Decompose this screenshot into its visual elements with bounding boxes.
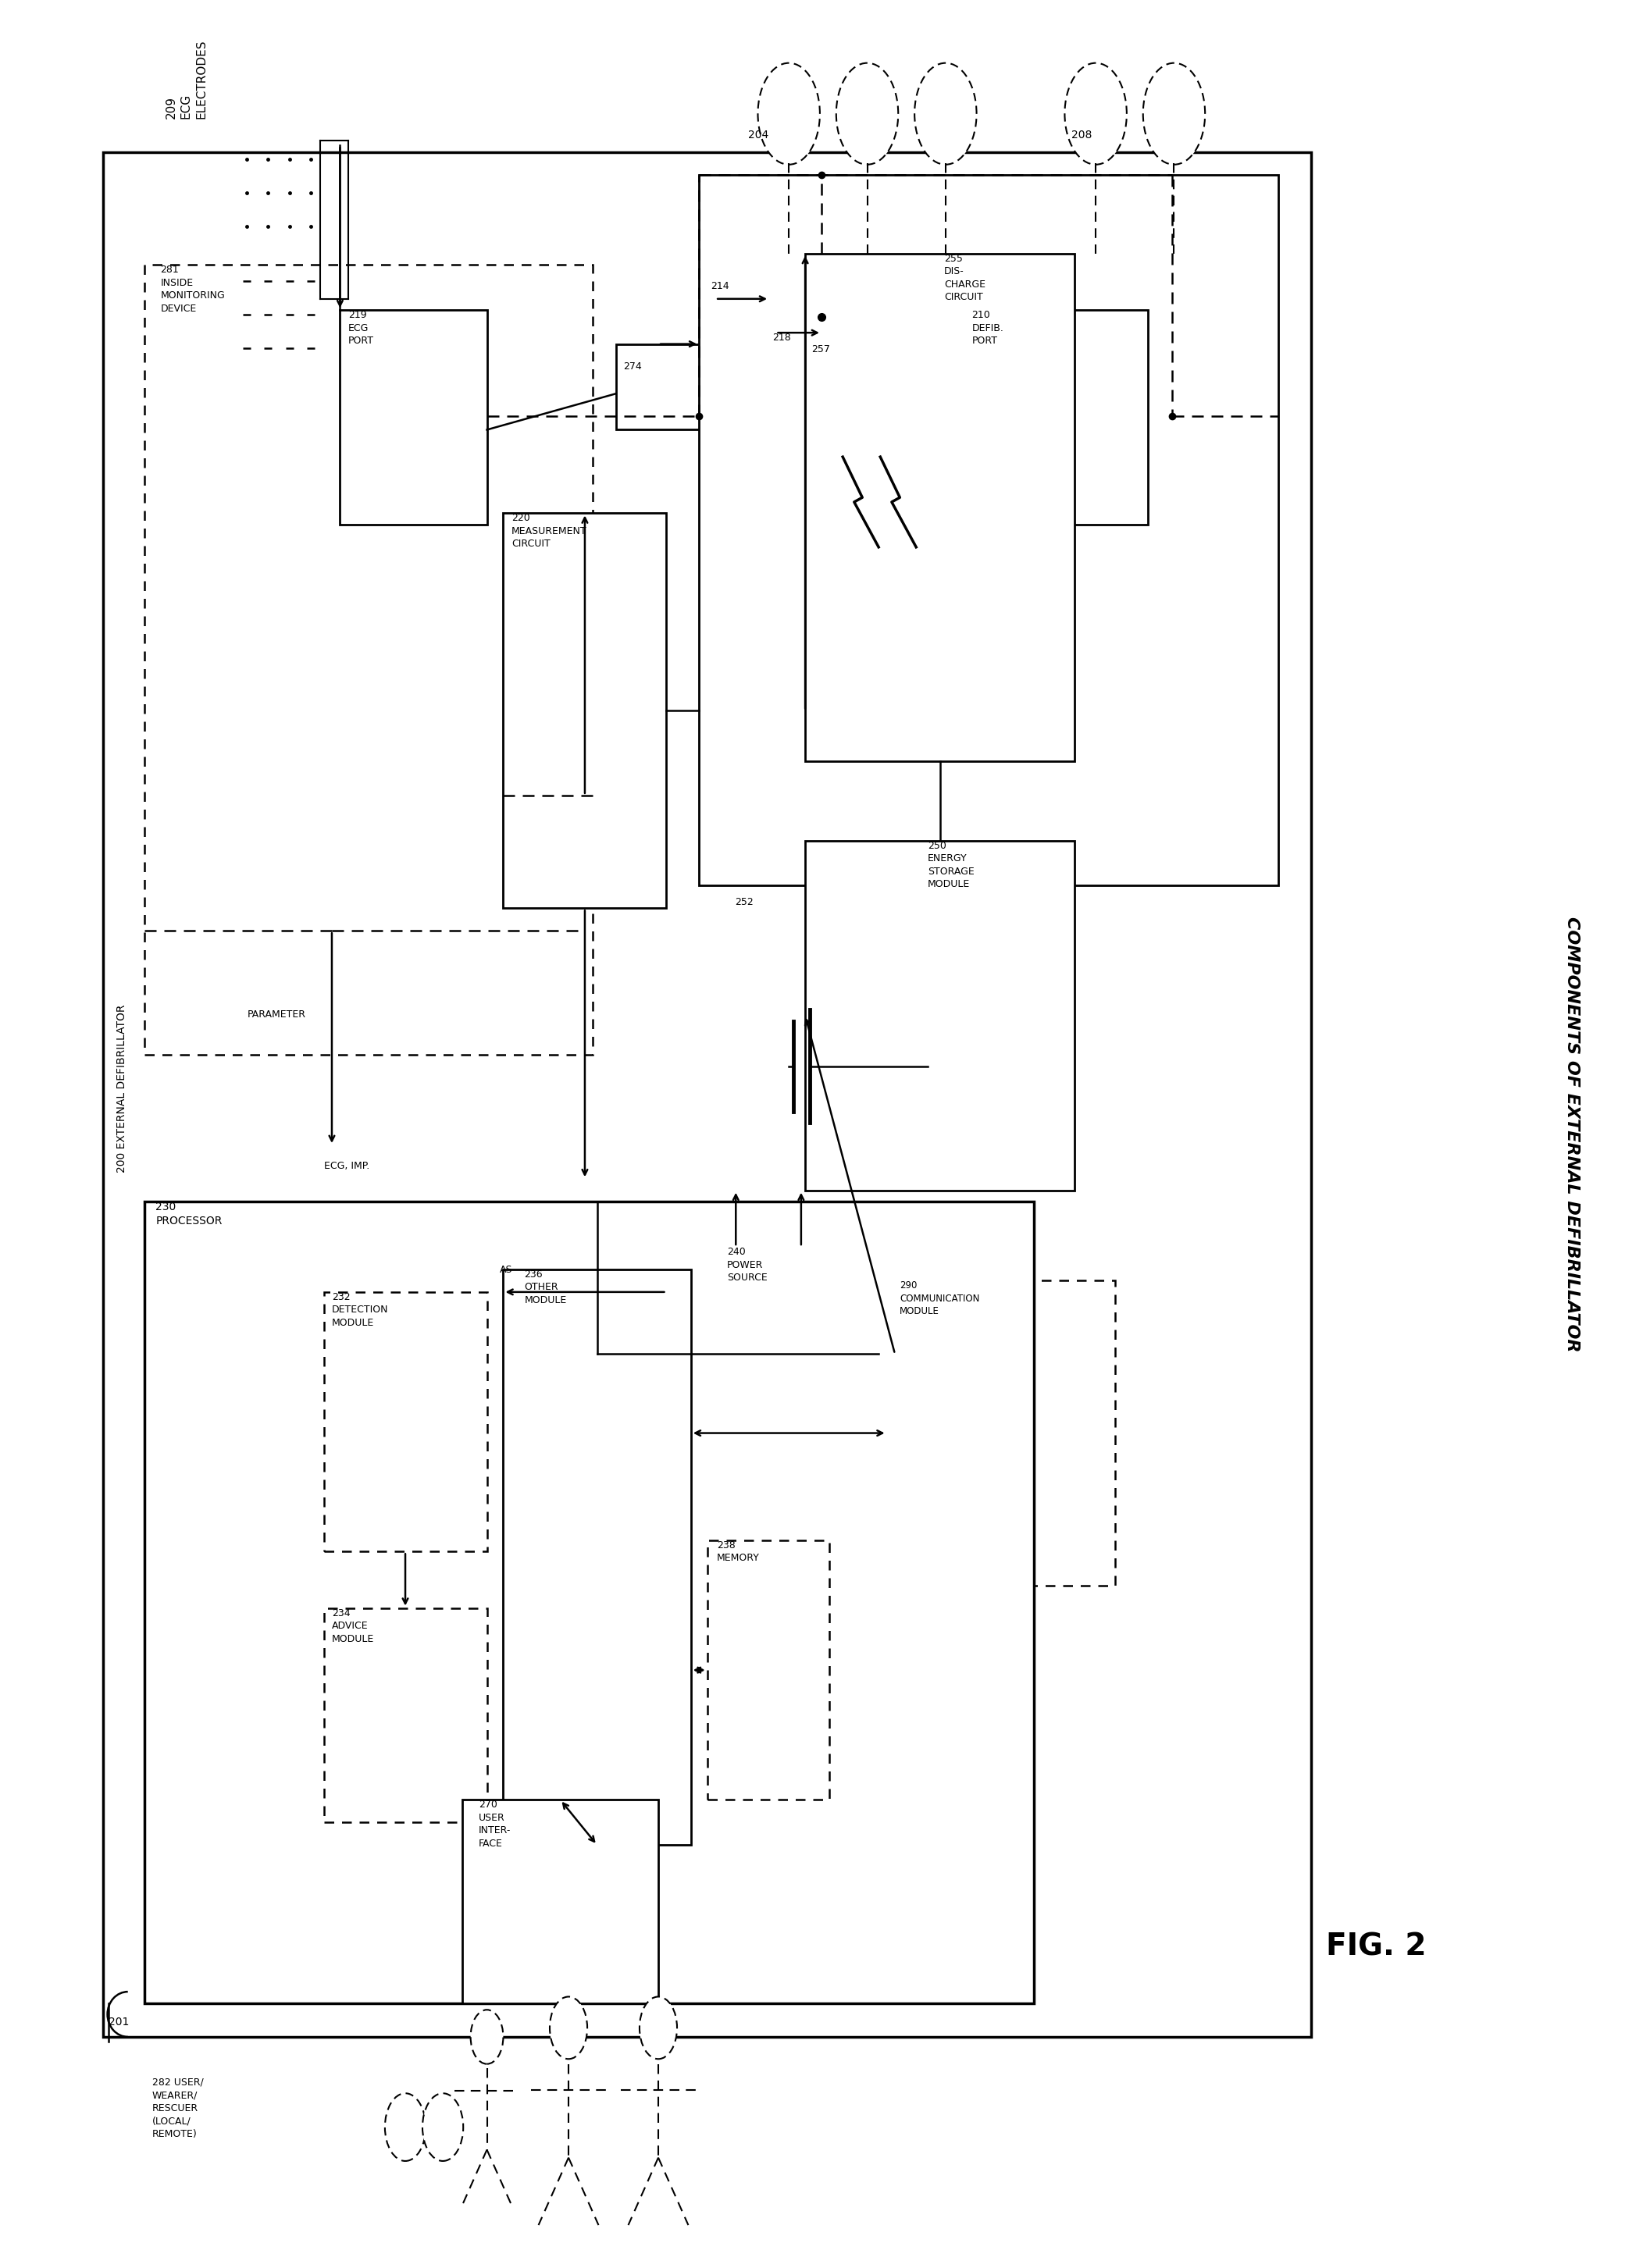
- Bar: [462, 1801, 659, 2003]
- Text: 238
MEMORY: 238 MEMORY: [716, 1540, 761, 1563]
- Bar: [104, 152, 1311, 2037]
- Ellipse shape: [470, 2009, 503, 2064]
- Bar: [503, 1270, 692, 1844]
- Ellipse shape: [384, 2093, 426, 2161]
- Text: 219
ECG
PORT: 219 ECG PORT: [348, 311, 375, 347]
- Bar: [887, 1281, 1116, 1585]
- Text: 282 USER/
WEARER/
RESCUER
(LOCAL/
REMOTE): 282 USER/ WEARER/ RESCUER (LOCAL/ REMOTE…: [153, 2077, 204, 2139]
- Bar: [145, 1202, 1033, 2003]
- Text: 274: 274: [623, 361, 641, 372]
- Ellipse shape: [422, 2093, 463, 2161]
- Text: 240
POWER
SOURCE: 240 POWER SOURCE: [726, 1247, 767, 1284]
- Bar: [324, 1608, 486, 1823]
- Bar: [805, 841, 1075, 1191]
- Text: 281
INSIDE
MONITORING
DEVICE: 281 INSIDE MONITORING DEVICE: [161, 265, 225, 313]
- Text: COMPONENTS OF EXTERNAL DEFIBRILLATOR: COMPONENTS OF EXTERNAL DEFIBRILLATOR: [1564, 916, 1581, 1352]
- Bar: [503, 513, 667, 907]
- Text: 200 EXTERNAL DEFIBRILLATOR: 200 EXTERNAL DEFIBRILLATOR: [117, 1005, 128, 1173]
- Text: 209
ECG
ELECTRODES: 209 ECG ELECTRODES: [166, 39, 207, 118]
- Bar: [616, 345, 700, 429]
- Text: 270
USER
INTER-
FACE: 270 USER INTER- FACE: [478, 1801, 511, 1848]
- Ellipse shape: [836, 64, 899, 166]
- Text: 234
ADVICE
MODULE: 234 ADVICE MODULE: [332, 1608, 375, 1644]
- Ellipse shape: [915, 64, 976, 166]
- Text: 214: 214: [710, 281, 729, 290]
- Text: 201: 201: [108, 2016, 128, 2028]
- Text: 257: 257: [812, 345, 830, 354]
- Text: 210
DEFIB.
PORT: 210 DEFIB. PORT: [971, 311, 1004, 347]
- Text: FIG. 2: FIG. 2: [1326, 1932, 1426, 1962]
- Bar: [706, 1540, 830, 1801]
- Text: 290
COMMUNICATION
MODULE: 290 COMMUNICATION MODULE: [900, 1281, 979, 1318]
- Ellipse shape: [1144, 64, 1204, 166]
- Bar: [324, 1293, 486, 1551]
- Ellipse shape: [639, 1996, 677, 2059]
- Text: AS: AS: [499, 1266, 513, 1275]
- Text: 220
MEASUREMENT
CIRCUIT: 220 MEASUREMENT CIRCUIT: [511, 513, 587, 549]
- Ellipse shape: [550, 1996, 587, 2059]
- Text: 236
OTHER
MODULE: 236 OTHER MODULE: [524, 1270, 567, 1306]
- Ellipse shape: [1065, 64, 1127, 166]
- Text: 230
PROCESSOR: 230 PROCESSOR: [156, 1202, 222, 1227]
- Text: 208: 208: [1071, 129, 1093, 141]
- Text: 255
DIS-
CHARGE
CIRCUIT: 255 DIS- CHARGE CIRCUIT: [945, 254, 986, 302]
- Text: 218: 218: [772, 333, 790, 342]
- Bar: [706, 1247, 895, 1461]
- Text: 204: 204: [748, 129, 769, 141]
- Text: 232
DETECTION
MODULE: 232 DETECTION MODULE: [332, 1293, 388, 1329]
- Bar: [340, 311, 486, 524]
- Bar: [145, 265, 593, 1055]
- Bar: [698, 175, 1278, 887]
- Text: PARAMETER: PARAMETER: [246, 1009, 306, 1021]
- Ellipse shape: [757, 64, 820, 166]
- Text: ECG, IMP.: ECG, IMP.: [324, 1161, 370, 1170]
- Text: 250
ENERGY
STORAGE
MODULE: 250 ENERGY STORAGE MODULE: [928, 841, 974, 889]
- Bar: [960, 311, 1148, 524]
- Text: 252: 252: [734, 898, 754, 907]
- Bar: [805, 254, 1075, 762]
